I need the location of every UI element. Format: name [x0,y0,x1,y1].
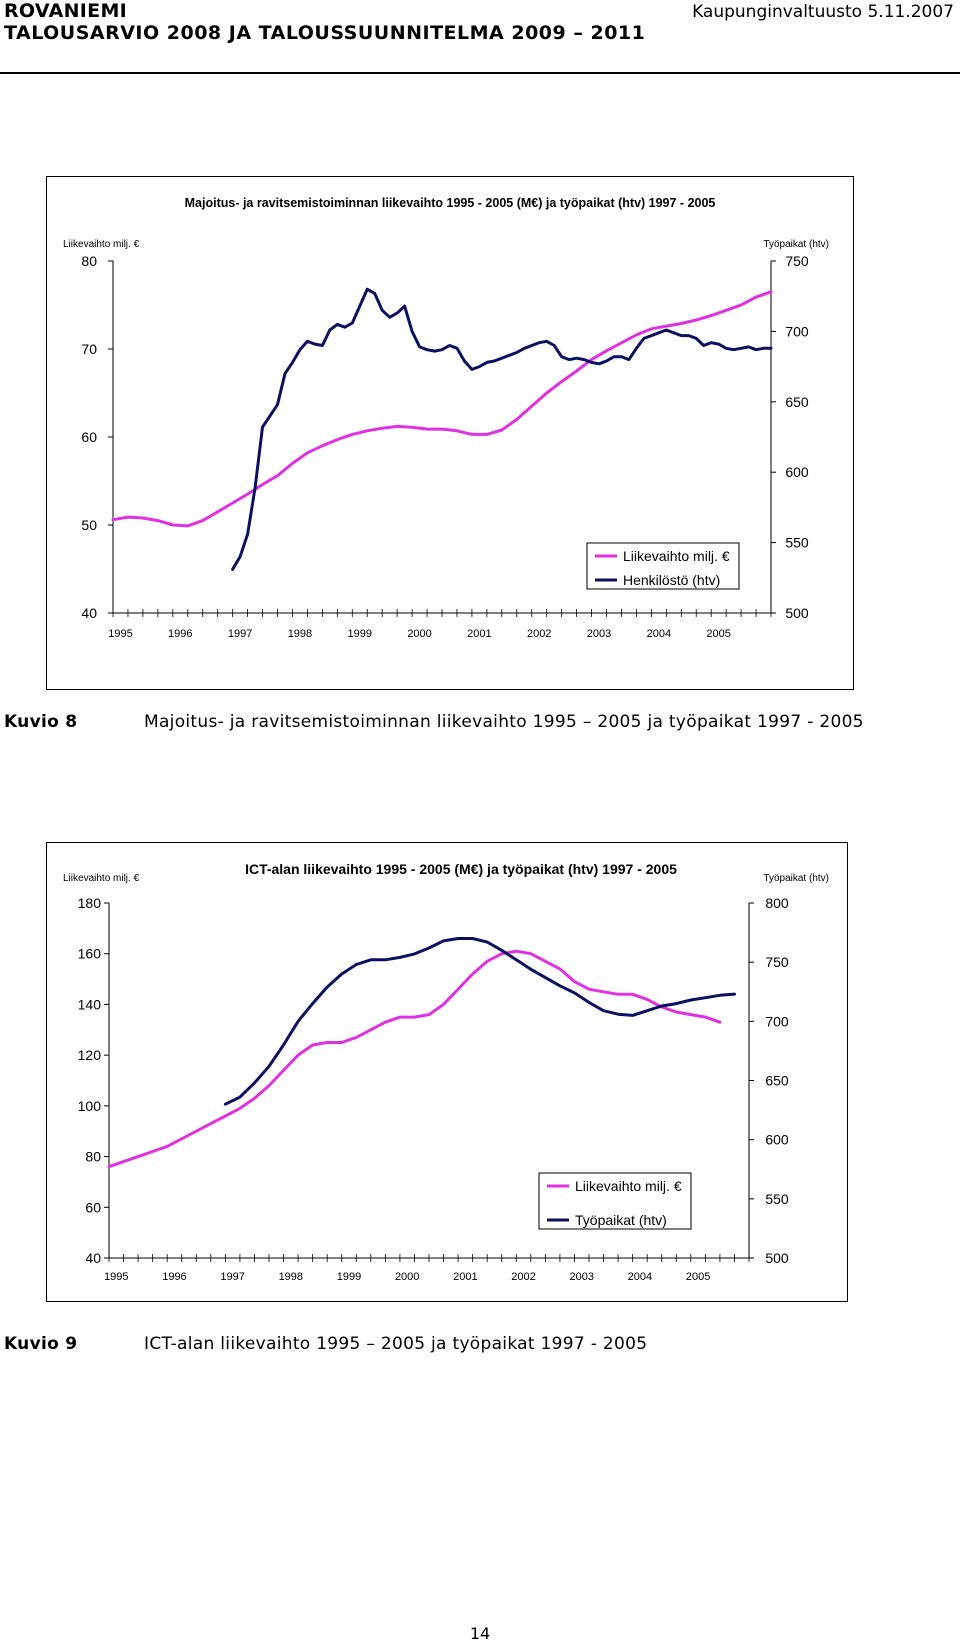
chart1-y-axis-label: Liikevaihto milj. € [63,239,140,250]
chart1-y2-axis-label: Työpaikat (htv) [763,239,829,250]
chart1-x-tick-label: 2002 [527,628,551,640]
chart2-y-tick-label: 60 [85,1199,101,1215]
chart1-x-tick-label: 1996 [168,628,192,640]
chart1-y-tick-label: 60 [81,429,97,445]
chart2-y-tick-label: 160 [78,946,102,962]
chart2-legend-label-2: Työpaikat (htv) [575,1212,667,1228]
chart2-y2-tick-label: 600 [765,1132,789,1148]
chart2-legend-label-1: Liikevaihto milj. € [575,1178,682,1194]
chart2-title: ICT-alan liikevaihto 1995 - 2005 (M€) ja… [245,861,677,877]
chart2-y-tick-label: 120 [78,1047,102,1063]
chart2-y-tick-label: 100 [78,1098,102,1114]
chart2-y2-tick-label: 800 [765,895,789,911]
chart1-x-tick-label: 1999 [348,628,372,640]
city-name: ROVANIEMI [4,0,128,22]
chart1-y2-tick-label: 500 [785,605,809,621]
chart2-x-tick-label: 1996 [162,1271,186,1283]
chart2-x-tick-label: 1999 [337,1271,361,1283]
chart2-y2-axis-label: Työpaikat (htv) [763,873,829,884]
chart2-y-axis-label: Liikevaihto milj. € [63,873,140,884]
chart2-x-tick-label: 2004 [628,1271,652,1283]
chart1-y2-tick-label: 700 [785,323,809,339]
chart-accommodation: Majoitus- ja ravitsemistoiminnan liikeva… [46,176,854,690]
chart1-y2-tick-label: 550 [785,535,809,551]
figure-text-9: ICT-alan liikevaihto 1995 – 2005 ja työp… [144,1334,648,1354]
chart1-y-tick-label: 50 [81,517,97,533]
chart2-x-tick-label: 2000 [395,1271,419,1283]
chart1-x-tick-label: 2001 [467,628,491,640]
chart2-y2-tick-label: 550 [765,1191,789,1207]
chart2-x-tick-label: 2005 [686,1271,710,1283]
chart1-x-tick-label: 2000 [407,628,431,640]
chart2-y2-tick-label: 650 [765,1073,789,1089]
page-number: 14 [469,1624,491,1643]
chart1-legend-label-2: Henkilöstö (htv) [623,572,720,588]
chart1-x-tick-label: 2004 [647,628,671,640]
chart1-x-tick-label: 1997 [228,628,252,640]
chart2-y-tick-label: 80 [85,1149,101,1165]
chart1-y-tick-label: 80 [81,253,97,269]
chart2-x-tick-label: 2002 [511,1271,535,1283]
chart1-title: Majoitus- ja ravitsemistoiminnan liikeva… [185,196,716,210]
chart1-y-tick-label: 40 [81,605,97,621]
header-rule [0,72,960,74]
chart1-x-tick-label: 2003 [587,628,611,640]
chart2-y-tick-label: 180 [78,895,102,911]
chart2-y2-tick-label: 500 [765,1250,789,1266]
figure-caption-8: Kuvio 8 Majoitus- ja ravitsemistoiminnan … [4,712,864,732]
chart2-y2-tick-label: 700 [765,1013,789,1029]
chart1-y2-tick-label: 650 [785,394,809,410]
chart-accommodation-svg: Majoitus- ja ravitsemistoiminnan liikeva… [63,196,829,640]
figure-label-8: Kuvio 8 [4,712,78,732]
figure-caption-9: Kuvio 9 ICT-alan liikevaihto 1995 – 2005 … [4,1334,647,1354]
chart2-series-line-1 [107,949,722,1169]
figure-text-8: Majoitus- ja ravitsemistoiminnan liikeva… [144,712,864,732]
chart2-series-line-2 [223,937,736,1106]
chart1-x-tick-label: 2005 [706,628,730,640]
chart1-y2-tick-label: 750 [785,253,809,269]
chart1-legend-label-1: Liikevaihto milj. € [623,548,730,564]
chart-ict: ICT-alan liikevaihto 1995 - 2005 (M€) ja… [46,842,848,1302]
chart2-x-tick-label: 2001 [453,1271,477,1283]
chart2-x-tick-label: 2003 [569,1271,593,1283]
meeting-info: Kaupunginvaltuusto 5.11.2007 [692,2,954,22]
chart1-series-line-1 [111,290,773,528]
chart1-y-tick-label: 70 [81,341,97,357]
chart1-series-line-2 [231,287,773,571]
chart1-x-tick-label: 1995 [108,628,132,640]
chart1-y2-tick-label: 600 [785,464,809,480]
chart2-x-tick-label: 1997 [220,1271,244,1283]
chart-ict-svg: ICT-alan liikevaihto 1995 - 2005 (M€) ja… [63,861,829,1283]
chart2-y-tick-label: 40 [85,1250,101,1266]
chart2-y-tick-label: 140 [78,996,102,1012]
figure-label-9: Kuvio 9 [4,1334,78,1354]
document-title: TALOUSARVIO 2008 JA TALOUSSUUNNITELMA 20… [4,22,646,44]
chart2-x-tick-label: 1998 [279,1271,303,1283]
chart1-x-tick-label: 1998 [288,628,312,640]
chart2-x-tick-label: 1995 [104,1271,128,1283]
page-header: ROVANIEMI TALOUSARVIO 2008 JA TALOUSSUUN… [0,0,960,74]
chart2-y2-tick-label: 750 [765,954,789,970]
